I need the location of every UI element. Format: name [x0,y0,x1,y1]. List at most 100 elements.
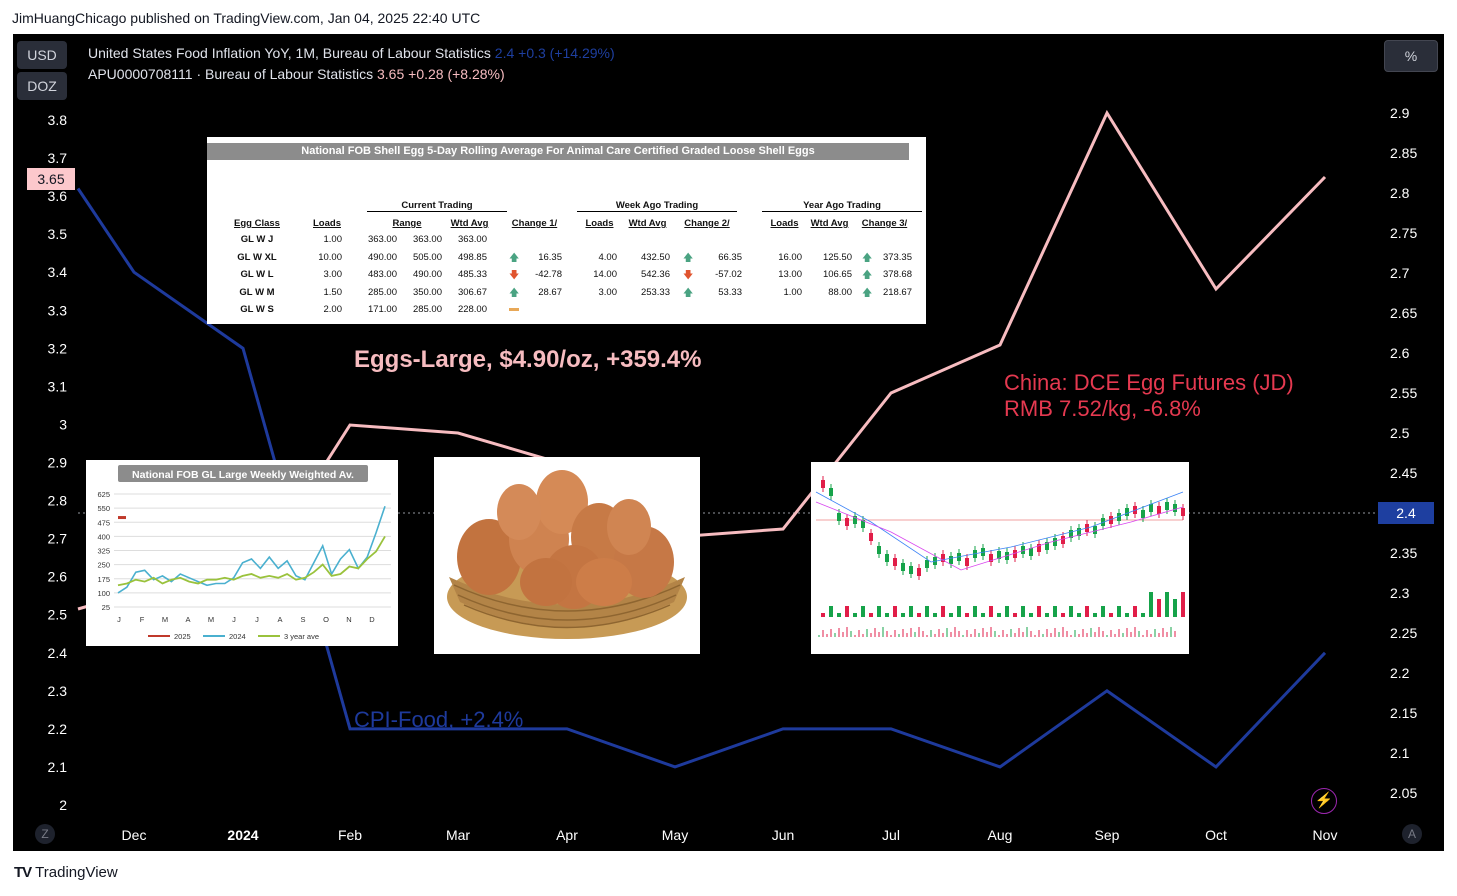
lightning-icon[interactable]: ⚡ [1311,788,1337,814]
cpi-annotation: CPI-Food, +2.4% [354,707,524,732]
trend-arrow-icon: 🡇 [683,270,694,281]
china-volume-bar [901,613,905,617]
china-volume-bar [933,613,937,617]
right-axis-tick: 2.45 [1390,465,1417,481]
china-volume-bar [957,606,961,617]
auto-scale-button[interactable]: A [1402,824,1422,844]
weekly-legend-label: 2025 [174,632,191,641]
china-candle [893,558,897,566]
table-row-label: GL W J [240,234,274,245]
x-axis-tick: May [662,827,688,843]
china-candle [1117,513,1121,521]
china-candle [1173,504,1177,512]
china-volume-bar [941,606,945,617]
china-candle [909,566,913,574]
left-axis-tick: 3.8 [48,112,68,128]
china-candle [989,554,993,562]
left-price-badge: 3.65 [27,168,75,190]
right-axis-tick: 2.05 [1390,785,1417,801]
china-volume-bar [1149,592,1153,617]
legend-food-inflation[interactable]: United States Food Inflation YoY, 1M, Bu… [88,45,615,61]
china-candle [1029,548,1033,556]
legend-egg-price-value: 3.65 [377,66,405,82]
percent-scale-button[interactable]: % [1384,40,1438,72]
china-trend [815,491,1184,563]
trend-arrow-icon: 🡅 [683,252,694,264]
tv-logo-icon: TV [14,864,32,881]
china-volume-bar [1029,613,1033,617]
egg-basket-image [434,457,700,654]
left-axis-tick: 2.9 [48,455,68,471]
table-cell: 285.00 [367,286,397,298]
table-cell: 542.36 [640,269,670,280]
table-cell: 88.00 [828,286,852,298]
weekly-x-tick: M [208,615,214,624]
china-volume-bar [1141,613,1145,617]
legend-egg-price-name: APU0000708111 · Bureau of Labour Statist… [88,66,374,82]
eggs-annotation: Eggs-Large, $4.90/oz, +359.4% [354,346,702,373]
china-volume-bar [837,613,841,617]
x-axis-tick: Nov [1313,827,1338,843]
left-axis-tick: 3.3 [48,302,68,318]
china-volume-bar [1093,613,1097,617]
weekly-y-tick: 100 [97,589,110,598]
china-candle [1125,508,1129,516]
china-volume-bar [1181,592,1185,617]
left-axis-tick: 2.1 [48,759,68,775]
china-candle [821,480,825,488]
quantity-unit-button[interactable]: DOZ [17,72,67,100]
china-volume-bar [1005,606,1009,617]
table-cell: 363.00 [367,234,397,245]
china-candle [1045,542,1049,550]
china-candle [965,558,969,566]
china-volume-bar [909,606,913,617]
weekly-3yr-line [117,535,386,587]
legend-food-inflation-change: +0.3 (+14.29%) [518,45,615,61]
trend-arrow-icon: 🡅 [509,287,520,299]
table-column-header: Change 1/ [511,218,558,229]
left-axis-tick: 3.1 [48,378,68,394]
china-volume-bar [1069,606,1073,617]
table-cell: 4.00 [598,251,618,263]
table-cell: 306.67 [457,286,487,298]
left-axis-tick: 3.7 [48,150,68,166]
table-column-header: Wtd Avg [628,218,667,229]
table-column-header: Wtd Avg [450,218,489,229]
currency-unit-button[interactable]: USD [17,41,67,69]
china-egg-futures-chart-image [811,462,1189,654]
right-axis-tick: 2.7 [1390,265,1410,281]
table-column-header: Loads [770,218,799,229]
table-cell: 125.50 [822,251,852,263]
china-candle [861,520,865,528]
china-candle [1021,546,1025,554]
china-candle [853,516,857,524]
table-cell: 1.00 [783,286,803,298]
right-axis-tick: 2.2 [1390,665,1410,681]
legend-egg-price[interactable]: APU0000708111 · Bureau of Labour Statist… [88,66,505,82]
table-cell: 66.35 [718,251,742,263]
table-row-label: GL W L [240,269,274,280]
china-candle [877,546,881,554]
table-cell: 53.33 [718,286,742,298]
china-volume-bar [1117,606,1121,617]
china-candle [901,563,905,571]
china-volume-bar [1133,606,1137,617]
egg-price-table-image: National FOB Shell Egg 5-Day Rolling Ave… [207,137,926,324]
left-axis-tick: 3.4 [48,264,68,280]
table-cell: 505.00 [412,251,442,263]
tradingview-logo[interactable]: TV TradingView [14,864,118,881]
weekly-x-tick: F [140,615,145,624]
china-volume-bar [925,606,929,617]
china-candle [941,554,945,562]
right-axis-tick: 2.75 [1390,225,1417,241]
china-candle [837,513,841,521]
china-candle [917,568,921,576]
left-axis-tick: 2.2 [48,721,68,737]
x-axis-tick: Jul [882,827,900,843]
table-cell: 363.00 [457,234,487,245]
x-axis-tick: Oct [1205,827,1227,843]
china-volume-bar [1021,606,1025,617]
left-scale-button[interactable]: Z [35,824,55,844]
left-axis-tick: 2.7 [48,531,68,547]
